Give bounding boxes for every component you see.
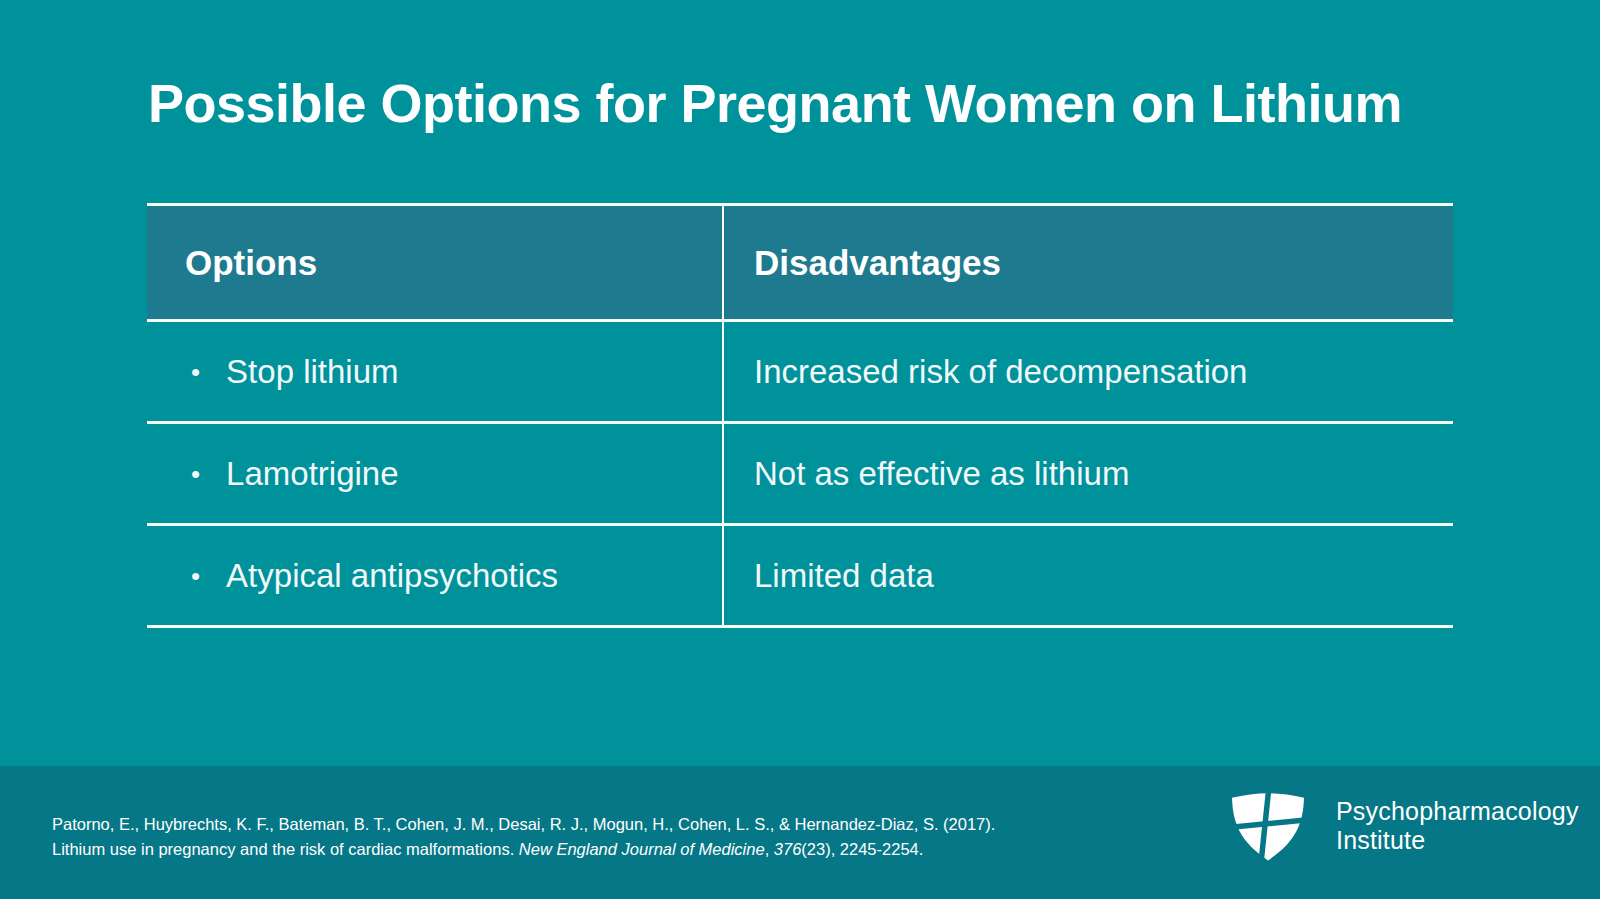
logo: Psychopharmacology Institute — [1228, 790, 1579, 862]
option-label: Stop lithium — [226, 353, 398, 391]
option-cell: • Stop lithium — [147, 322, 722, 421]
bullet-icon: • — [191, 561, 200, 592]
citation-line-2: Lithium use in pregnancy and the risk of… — [52, 837, 995, 862]
options-table: Options Disadvantages • Stop lithium Inc… — [147, 203, 1453, 628]
bullet-icon: • — [191, 357, 200, 388]
disadvantage-cell: Not as effective as lithium — [722, 424, 1453, 523]
shield-cross-icon — [1228, 790, 1308, 862]
slide: Possible Options for Pregnant Women on L… — [0, 0, 1600, 899]
option-label: Atypical antipsychotics — [226, 557, 558, 595]
table-row: • Atypical antipsychotics Limited data — [147, 526, 1453, 628]
logo-wordmark: Psychopharmacology Institute — [1336, 797, 1579, 855]
option-label: Lamotrigine — [226, 455, 398, 493]
table-row: • Stop lithium Increased risk of decompe… — [147, 322, 1453, 424]
table-header-disadvantages: Disadvantages — [722, 206, 1453, 319]
option-cell: • Lamotrigine — [147, 424, 722, 523]
citation-line-1: Patorno, E., Huybrechts, K. F., Bateman,… — [52, 812, 995, 837]
logo-line-2: Institute — [1336, 826, 1579, 855]
table-row: • Lamotrigine Not as effective as lithiu… — [147, 424, 1453, 526]
table-header-row: Options Disadvantages — [147, 206, 1453, 322]
logo-line-1: Psychopharmacology — [1336, 797, 1579, 826]
page-title: Possible Options for Pregnant Women on L… — [148, 72, 1488, 134]
journal-name: New England Journal of Medicine — [519, 840, 765, 858]
option-cell: • Atypical antipsychotics — [147, 526, 722, 625]
citation: Patorno, E., Huybrechts, K. F., Bateman,… — [52, 812, 995, 862]
disadvantage-cell: Increased risk of decompensation — [722, 322, 1453, 421]
table-header-options: Options — [147, 206, 722, 319]
disadvantage-cell: Limited data — [722, 526, 1453, 625]
journal-volume: 376 — [774, 840, 802, 858]
bullet-icon: • — [191, 459, 200, 490]
footer-bar: Patorno, E., Huybrechts, K. F., Bateman,… — [0, 766, 1600, 899]
